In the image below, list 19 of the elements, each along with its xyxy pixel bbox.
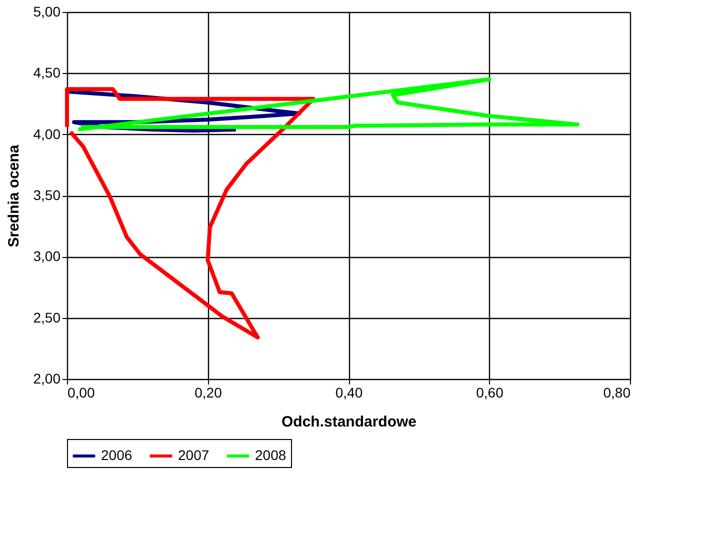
y-axis-title: Srednia ocena — [5, 144, 22, 248]
x-tick-label: 0,60 — [476, 384, 504, 400]
y-tick-label: 3,50 — [33, 187, 61, 203]
legend-label: 2006 — [101, 447, 132, 463]
x-tick-label: 0,20 — [194, 384, 222, 400]
y-tick-label: 2,00 — [33, 370, 61, 386]
y-tick-label: 4,50 — [33, 64, 61, 81]
x-axis-title: Odch.standardowe — [281, 414, 417, 430]
line-series — [65, 87, 316, 340]
x-tick-label: 0,40 — [335, 384, 363, 400]
y-tick-label: 2,50 — [33, 309, 61, 326]
y-tick-label: 3,00 — [33, 248, 61, 264]
line-series — [76, 77, 580, 132]
x-tick-label: 0,80 — [603, 384, 631, 400]
y-tick-label: 4,00 — [33, 126, 61, 142]
legend-label: 2007 — [178, 447, 210, 463]
x-tick-label: 0,00 — [68, 384, 95, 400]
y-tick-label: 5,00 — [33, 4, 61, 20]
legend-label: 2008 — [255, 447, 286, 463]
